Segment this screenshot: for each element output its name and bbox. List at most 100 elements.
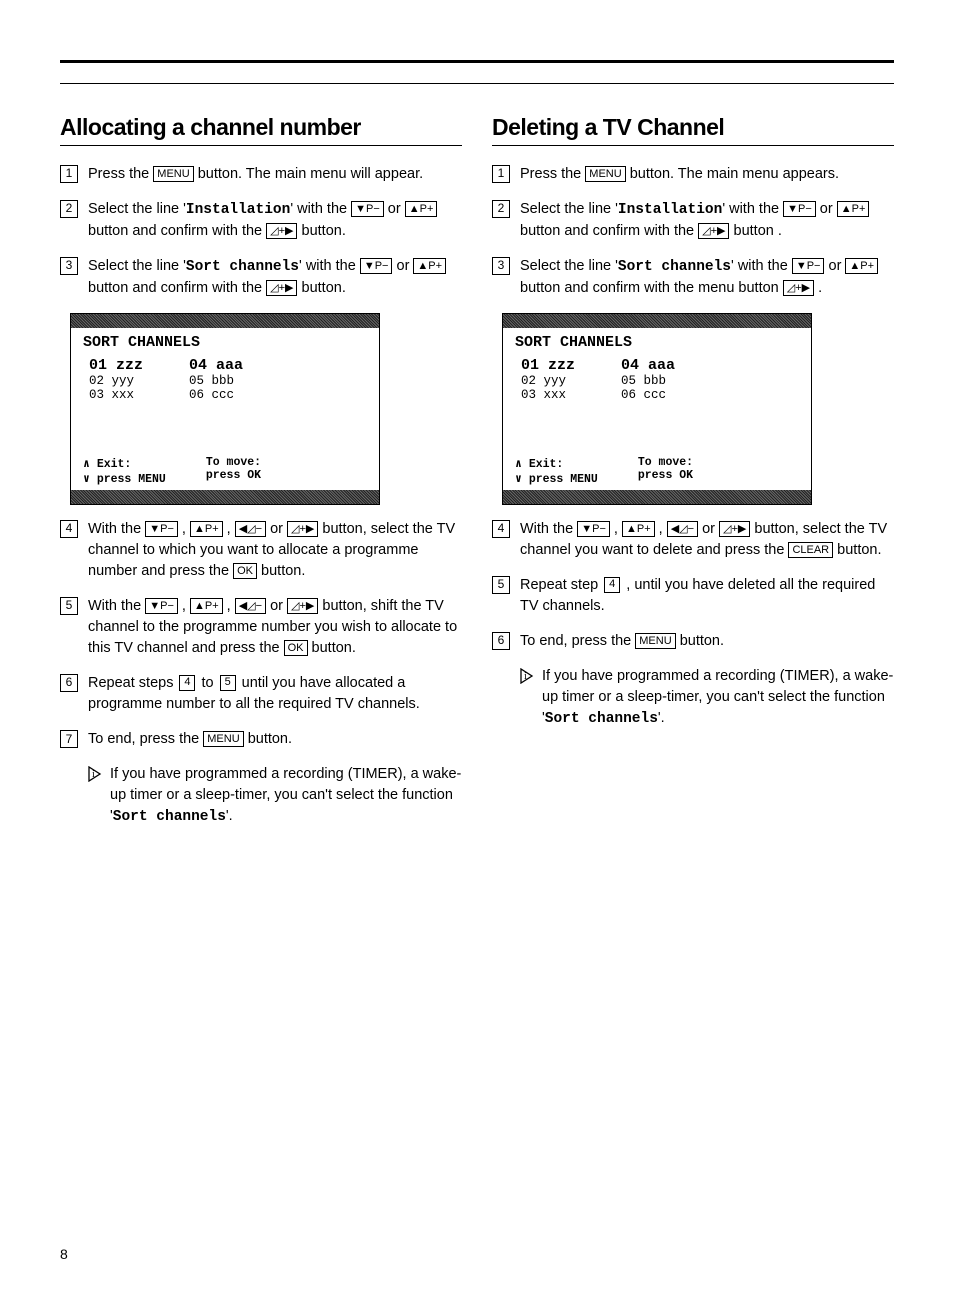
heading-rule [492,145,894,146]
text: button. [302,223,346,239]
text: , [223,521,235,537]
footer-text: press OK [638,469,693,482]
step-num: 3 [492,257,510,275]
p-down-button[interactable]: ▼P− [783,201,816,217]
menu-button[interactable]: MENU [585,166,625,182]
clear-button[interactable]: CLEAR [788,542,833,558]
text: With the [520,521,577,537]
text: Press the [520,166,585,182]
text: , [655,521,667,537]
step-2: 2 Select the line 'Installation' with th… [60,199,462,242]
text: button. [261,563,305,579]
text: button. [837,542,881,558]
step-num: 4 [60,520,78,538]
text: button. [680,633,724,649]
footer-text: ∧ Exit: [83,456,166,471]
step-num: 4 [492,520,510,538]
text: . [818,280,822,296]
text: ' with the [722,201,783,217]
mono-text: Sort channels [113,809,226,825]
step-num: 5 [60,597,78,615]
text: ' with the [290,201,351,217]
text: or [820,201,837,217]
p-up-button[interactable]: ▲P+ [837,201,870,217]
p-down-button[interactable]: ▼P− [360,258,393,274]
text: or [397,258,414,274]
text: Press the [88,166,153,182]
text: or [698,521,719,537]
screen-item: 01 zzz [521,357,575,374]
right-heading: Deleting a TV Channel [492,114,894,141]
p-down-button[interactable]: ▼P− [792,258,825,274]
step-3: 3 Select the line 'Sort channels' with t… [60,256,462,299]
mono-text: Installation [618,202,722,218]
text: Select the line ' [88,258,186,274]
text: '. [226,808,233,824]
text: To end, press the [88,731,203,747]
screen-shade-bottom [71,490,379,504]
menu-button[interactable]: MENU [153,166,193,182]
text: button and confirm with the [520,223,698,239]
p-up-button[interactable]: ▲P+ [190,598,223,614]
step-num: 2 [492,200,510,218]
step-num: 3 [60,257,78,275]
text: or [266,521,287,537]
nav-right-button[interactable]: ◿+▶ [719,521,750,537]
nav-left-button[interactable]: ◀◿− [667,521,698,537]
ok-button[interactable]: OK [284,640,308,656]
screen-body: 01 zzz 02 yyy 03 xxx 04 aaa 05 bbb 06 cc… [503,351,811,452]
p-down-button[interactable]: ▼P− [351,201,384,217]
p-down-button[interactable]: ▼P− [577,521,610,537]
text: button . [734,223,782,239]
left-heading: Allocating a channel number [60,114,462,141]
nav-left-button[interactable]: ◀◿− [235,521,266,537]
screen-item: 05 bbb [621,374,675,388]
screen-shade-top [71,314,379,328]
text: '. [658,710,665,726]
p-up-button[interactable]: ▲P+ [190,521,223,537]
nav-left-button[interactable]: ◀◿− [235,598,266,614]
p-up-button[interactable]: ▲P+ [413,258,446,274]
screen-item: 04 aaa [189,357,243,374]
ok-button[interactable]: OK [233,563,257,579]
note: i If you have programmed a recording (TI… [520,666,894,730]
nav-right-button[interactable]: ◿+▶ [698,223,729,239]
nav-right-button[interactable]: ◿+▶ [783,280,814,296]
text: ' with the [731,258,792,274]
footer-text: ∨ press MENU [515,471,598,486]
step-6: 6 Repeat steps 4 to 5 until you have all… [60,673,462,715]
page-number: 8 [60,1246,68,1262]
nav-right-button[interactable]: ◿+▶ [266,280,297,296]
step-2: 2 Select the line 'Installation' with th… [492,199,894,242]
p-up-button[interactable]: ▲P+ [845,258,878,274]
step-ref: 4 [179,675,195,691]
step-num: 5 [492,576,510,594]
screen-item: 03 xxx [521,388,575,402]
step-5: 5 Repeat step 4 , until you have deleted… [492,575,894,617]
footer-text: press OK [206,469,261,482]
screen-item: 02 yyy [521,374,575,388]
menu-button[interactable]: MENU [635,633,675,649]
mono-text: Installation [186,202,290,218]
text: button. The main menu appears. [630,166,839,182]
text: Select the line ' [88,201,186,217]
text: , [178,521,190,537]
screen-item: 06 ccc [621,388,675,402]
svg-text:i: i [524,671,527,682]
p-down-button[interactable]: ▼P− [145,521,178,537]
nav-right-button[interactable]: ◿+▶ [266,223,297,239]
step-ref: 5 [220,675,236,691]
step-1: 1 Press the MENU button. The main menu w… [60,164,462,185]
heading-rule [60,145,462,146]
footer-text: To move: [206,456,261,469]
nav-right-button[interactable]: ◿+▶ [287,598,318,614]
p-up-button[interactable]: ▲P+ [405,201,438,217]
p-down-button[interactable]: ▼P− [145,598,178,614]
info-icon: i [520,668,542,684]
menu-button[interactable]: MENU [203,731,243,747]
text: button and confirm with the [88,223,266,239]
nav-right-button[interactable]: ◿+▶ [287,521,318,537]
p-up-button[interactable]: ▲P+ [622,521,655,537]
step-num: 2 [60,200,78,218]
text: Repeat step [520,577,602,593]
